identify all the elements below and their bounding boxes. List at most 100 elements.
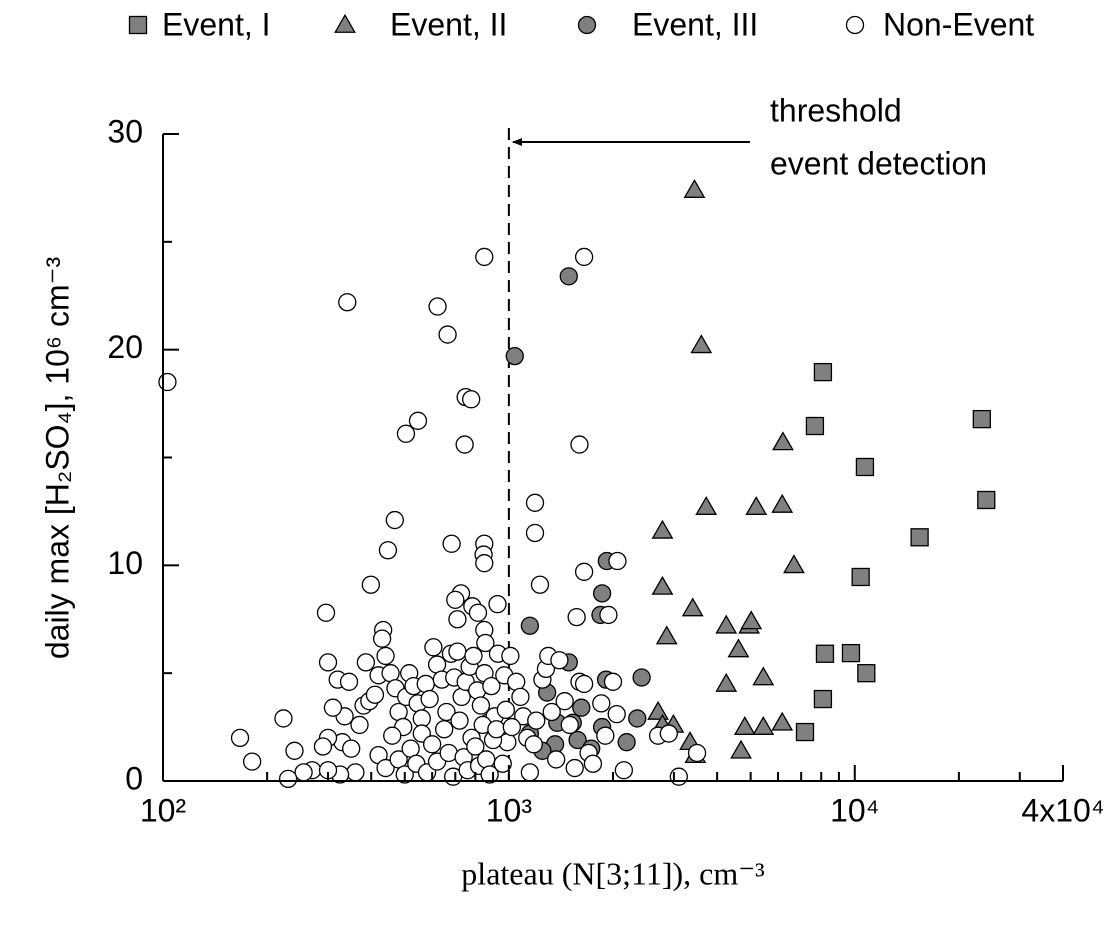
y-tick-label: 20 [107, 329, 143, 365]
annotation: threshold [770, 92, 902, 128]
point [346, 763, 365, 782]
point [559, 267, 578, 286]
point [771, 711, 794, 731]
point [683, 178, 706, 198]
point [438, 325, 457, 344]
point [841, 643, 861, 663]
point [427, 655, 447, 674]
point [342, 739, 361, 758]
point [555, 692, 574, 711]
point [632, 668, 651, 687]
point [505, 346, 524, 366]
point [278, 769, 298, 788]
point [475, 554, 494, 573]
point [547, 750, 566, 769]
point [570, 435, 589, 454]
legend-marker [845, 15, 865, 35]
point [608, 551, 627, 571]
point [487, 720, 506, 739]
point [572, 698, 591, 717]
point [389, 702, 408, 722]
legend-marker [128, 15, 148, 35]
point [972, 409, 991, 429]
point [681, 597, 704, 617]
point [715, 672, 738, 692]
point [783, 554, 805, 574]
point [690, 334, 713, 354]
point [771, 493, 794, 513]
point [795, 722, 815, 742]
point [408, 411, 428, 430]
point [568, 730, 587, 750]
point [502, 717, 522, 737]
point [452, 687, 471, 707]
point [695, 496, 718, 515]
point [442, 534, 461, 553]
point [450, 711, 469, 730]
x-tick-label: 10⁴ [830, 792, 879, 828]
point [687, 743, 707, 763]
point [294, 763, 313, 782]
point [475, 247, 494, 267]
point [659, 724, 678, 743]
point [574, 247, 594, 267]
point [468, 603, 488, 622]
point [365, 685, 385, 704]
point [383, 726, 402, 745]
point [424, 638, 443, 657]
point [592, 694, 611, 713]
point [740, 610, 763, 630]
point [323, 698, 343, 717]
point [977, 490, 996, 510]
point [396, 424, 416, 443]
point [285, 741, 304, 760]
point [464, 646, 483, 666]
point [542, 702, 561, 722]
x-tick-label: 10² [140, 792, 187, 828]
point [428, 297, 447, 316]
point [501, 646, 520, 666]
x-tick-label: 10³ [486, 792, 533, 828]
point [493, 754, 512, 773]
point [381, 664, 400, 683]
point [525, 523, 545, 543]
point [318, 653, 338, 672]
x-tick-label: 4x10⁴ [1021, 792, 1104, 828]
point [772, 431, 794, 451]
legend-label: Event, I [162, 6, 271, 42]
point [376, 758, 395, 778]
point [617, 733, 636, 752]
point [361, 575, 381, 594]
point [614, 761, 634, 780]
point [592, 584, 612, 603]
point [596, 726, 615, 745]
point [496, 700, 515, 719]
point [730, 739, 752, 759]
point [727, 638, 750, 658]
point [565, 758, 584, 778]
point [471, 696, 491, 715]
point [525, 493, 545, 512]
point [752, 716, 775, 735]
point [560, 715, 579, 735]
point [583, 754, 603, 773]
point [520, 616, 540, 635]
point [356, 653, 376, 672]
point [647, 700, 669, 720]
point [815, 644, 835, 663]
point [550, 651, 569, 670]
point [350, 715, 369, 735]
point [628, 709, 647, 728]
point [158, 372, 177, 392]
point [574, 674, 594, 694]
point [813, 362, 833, 382]
point [339, 672, 359, 691]
point [507, 672, 526, 691]
point [446, 590, 465, 609]
point [813, 689, 833, 709]
point [669, 767, 688, 786]
point [482, 676, 501, 696]
point [477, 750, 496, 769]
legend-marker [577, 15, 597, 35]
y-tick-label: 30 [107, 113, 143, 149]
